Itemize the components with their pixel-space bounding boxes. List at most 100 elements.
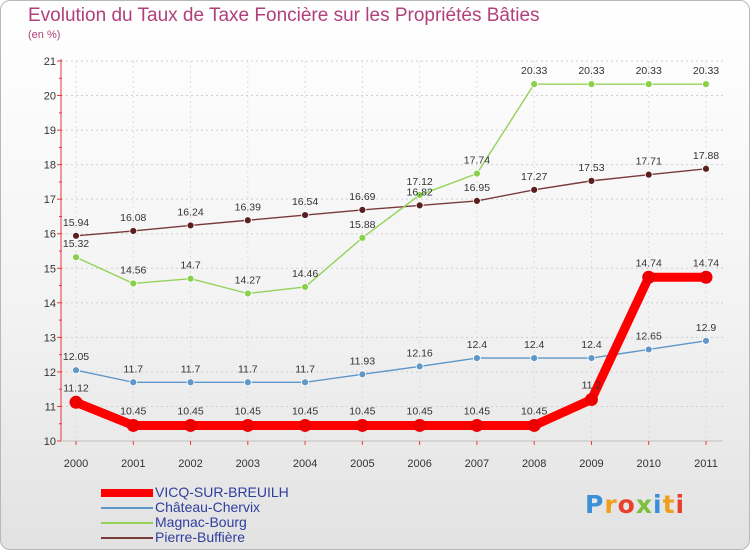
- data-label-vicq-2011: 14.74: [693, 257, 719, 269]
- data-label-vicq-2005: 10.45: [349, 405, 375, 417]
- data-label-chateau-chervix-2003: 11.7: [238, 363, 258, 375]
- data-label-magnac-bourg-2000: 15.32: [63, 238, 89, 250]
- legend-label-pierre-buffiere: Pierre-Buffière: [155, 529, 246, 545]
- data-label-magnac-bourg-2002: 14.7: [180, 260, 201, 272]
- data-label-vicq-2010: 14.74: [636, 257, 662, 269]
- data-label-magnac-bourg-2005: 15.88: [349, 219, 375, 231]
- data-point-chateau-chervix-2004: [301, 378, 309, 387]
- series-magnac-bourg: [72, 80, 710, 298]
- data-label-vicq-2000: 11.12: [63, 382, 89, 394]
- series-line-chateau-chervix: [75, 340, 707, 383]
- unit-label: (en %): [28, 29, 61, 41]
- data-label-magnac-bourg-2011: 20.33: [693, 65, 719, 77]
- data-label-vicq-2004: 10.45: [292, 405, 318, 417]
- data-point-vicq-2009: [584, 393, 598, 407]
- data-point-pierre-buffiere-2009: [587, 176, 596, 185]
- data-label-magnac-bourg-2008: 20.33: [521, 65, 547, 77]
- y-tick-label-20: 20: [44, 91, 56, 103]
- legend-label-vicq: VICQ-SUR-BREUILH: [155, 484, 289, 500]
- series-vicq: [69, 270, 713, 432]
- data-label-vicq-2003: 10.45: [235, 405, 261, 417]
- data-label-pierre-buffiere-2011: 17.88: [693, 150, 719, 162]
- data-point-vicq-2006: [413, 418, 427, 432]
- data-point-magnac-bourg-2005: [358, 233, 367, 242]
- series-layer: [69, 80, 713, 432]
- data-point-chateau-chervix-2010: [644, 345, 653, 354]
- data-label-chateau-chervix-2010: 12.65: [636, 330, 662, 342]
- data-point-pierre-buffiere-2007: [473, 197, 481, 205]
- data-label-vicq-2007: 10.45: [464, 405, 490, 417]
- data-label-chateau-chervix-2007: 12.4: [467, 339, 488, 351]
- legend-swatch-vicq: [101, 488, 153, 497]
- data-point-magnac-bourg-2002: [186, 274, 195, 283]
- logo-letter: o: [617, 490, 636, 519]
- data-label-pierre-buffiere-2006: 16.82: [406, 186, 432, 198]
- series-chateau-chervix: [72, 336, 710, 387]
- data-label-pierre-buffiere-2007: 16.95: [464, 182, 490, 194]
- data-point-chateau-chervix-2011: [702, 336, 710, 345]
- data-point-vicq-2007: [470, 418, 484, 432]
- data-label-pierre-buffiere-2004: 16.54: [292, 196, 318, 208]
- data-point-vicq-2010: [642, 270, 656, 284]
- data-point-vicq-2001: [126, 418, 140, 432]
- data-label-magnac-bourg-2001: 14.56: [120, 264, 146, 276]
- data-point-chateau-chervix-2006: [415, 362, 424, 371]
- x-tick-label-2001: 2001: [121, 458, 145, 470]
- data-point-pierre-buffiere-2008: [530, 185, 539, 194]
- data-label-pierre-buffiere-2003: 16.39: [235, 201, 261, 213]
- chart-title: Evolution du Taux de Taxe Foncière sur l…: [28, 5, 540, 26]
- data-point-pierre-buffiere-2011: [702, 164, 710, 173]
- x-tick-label-2007: 2007: [465, 458, 489, 470]
- logo-letter: P: [585, 490, 605, 519]
- data-label-pierre-buffiere-2001: 16.08: [120, 212, 146, 224]
- data-label-vicq-2008: 10.45: [521, 405, 547, 417]
- y-tick-label-15: 15: [44, 263, 56, 275]
- data-point-pierre-buffiere-2003: [243, 216, 252, 225]
- x-tick-label-2003: 2003: [236, 458, 260, 470]
- data-point-pierre-buffiere-2002: [186, 221, 195, 230]
- data-point-chateau-chervix-2002: [186, 378, 195, 387]
- data-labels: 11.12 10.45 10.45 10.45 10.45 10.45 10.45 10.45…: [63, 65, 719, 417]
- data-point-vicq-2003: [241, 418, 255, 432]
- data-point-vicq-2000: [69, 395, 83, 409]
- data-label-magnac-bourg-2004: 14.46: [292, 268, 318, 280]
- x-tick-label-2011: 2011: [694, 458, 718, 470]
- data-label-vicq-2006: 10.45: [406, 405, 432, 417]
- data-label-chateau-chervix-2006: 12.16: [406, 347, 432, 359]
- data-point-vicq-2008: [527, 418, 541, 432]
- x-tick-label-2005: 2005: [350, 458, 374, 470]
- y-tick-label-10: 10: [44, 436, 56, 448]
- data-point-magnac-bourg-2003: [243, 289, 252, 298]
- logo-letter: r: [604, 490, 618, 519]
- data-label-pierre-buffiere-2000: 15.94: [63, 217, 89, 229]
- y-tick-label-12: 12: [44, 367, 56, 379]
- legend-swatch-pierre-buffiere: [101, 536, 153, 539]
- series-line-vicq: [71, 272, 711, 430]
- data-point-vicq-2011: [699, 270, 713, 284]
- data-label-pierre-buffiere-2005: 16.69: [349, 191, 375, 203]
- data-point-magnac-bourg-2000: [72, 253, 80, 262]
- logo-letter: x: [635, 490, 653, 519]
- y-tick-label-13: 13: [44, 332, 56, 344]
- y-tick-label-21: 21: [44, 56, 56, 68]
- x-tick-label-2002: 2002: [178, 458, 202, 470]
- series-line-magnac-bourg: [75, 83, 707, 295]
- data-point-vicq-2002: [184, 418, 198, 432]
- data-point-magnac-bourg-2010: [644, 80, 653, 89]
- data-point-chateau-chervix-2009: [587, 354, 596, 362]
- data-label-chateau-chervix-2008: 12.4: [524, 339, 545, 351]
- data-label-magnac-bourg-2003: 14.27: [235, 274, 261, 286]
- data-point-vicq-2005: [355, 418, 369, 432]
- y-tick-label-17: 17: [44, 194, 56, 206]
- data-point-chateau-chervix-2000: [72, 366, 80, 375]
- data-label-pierre-buffiere-2008: 17.27: [521, 171, 547, 183]
- data-label-magnac-bourg-2009: 20.33: [578, 65, 604, 77]
- data-label-magnac-bourg-2010: 20.33: [636, 65, 662, 77]
- x-tick-label-2008: 2008: [522, 458, 546, 470]
- legend-label-chateau-chervix: Château-Chervix: [155, 499, 261, 515]
- data-point-magnac-bourg-2008: [530, 80, 539, 89]
- data-point-magnac-bourg-2011: [702, 80, 710, 89]
- data-label-magnac-bourg-2007: 17.74: [464, 155, 490, 167]
